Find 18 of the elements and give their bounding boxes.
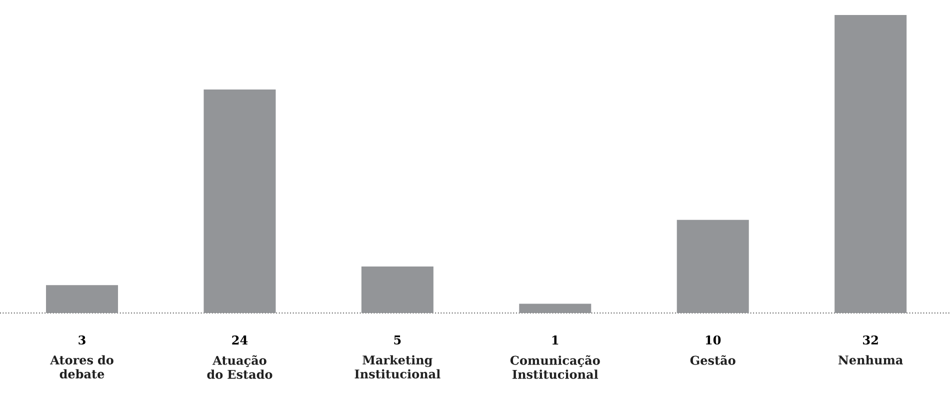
bar [519,304,592,313]
x-tick-label: Nenhuma [838,355,903,364]
x-tick-label: Atores do debate [50,355,114,378]
data-label: 3 [78,335,86,345]
data-label: 32 [863,335,878,345]
data-label: 24 [232,336,248,344]
bar [361,266,434,313]
data-label: 5 [394,336,401,344]
x-tick-label: Marketing Institucional [354,355,440,378]
x-tick-label: Atuação do Estado [207,355,272,379]
bar [204,90,276,313]
data-label: 1 [552,336,558,344]
x-tick-label: Gestão [690,355,736,365]
x-tick-label: Comunicação Institucional [510,355,600,379]
bar [834,14,907,313]
bar [46,285,118,313]
bar [676,220,749,313]
data-label: 10 [706,335,721,345]
